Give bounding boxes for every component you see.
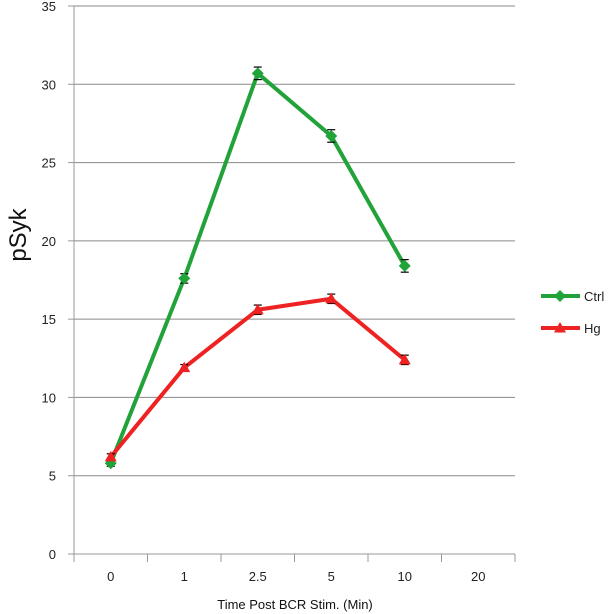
series-hg	[104, 292, 411, 462]
y-tick-label: 0	[49, 547, 56, 562]
x-tick-label: 20	[471, 569, 485, 584]
y-tick-label: 10	[42, 390, 56, 405]
legend-marker	[554, 290, 566, 302]
legend-label: Hg	[584, 321, 601, 336]
y-tick-label: 20	[42, 234, 56, 249]
data-point	[325, 292, 338, 304]
legend: Ctrl Hg	[541, 289, 604, 336]
y-axis-title: pSyk	[5, 207, 32, 261]
series-line	[109, 296, 407, 459]
y-tick-labels: 0 5 10 15 20 25 30 35	[42, 0, 56, 562]
x-axis-title: Time Post BCR Stim. (Min)	[217, 597, 373, 612]
y-tick-label: 30	[42, 77, 56, 92]
y-tick-label: 35	[42, 0, 56, 14]
data-point	[178, 272, 191, 285]
data-point	[251, 303, 264, 315]
legend-item-ctrl: Ctrl	[541, 289, 604, 304]
data-point	[104, 450, 117, 462]
data-point	[325, 129, 338, 142]
x-tick-label: 5	[328, 569, 335, 584]
y-tick-label: 5	[49, 469, 56, 484]
x-tick-label: 2.5	[249, 569, 267, 584]
data-point	[398, 353, 411, 365]
x-tick-label: 10	[398, 569, 412, 584]
y-tick-label: 25	[42, 156, 56, 171]
x-tick-label: 1	[181, 569, 188, 584]
legend-marker	[554, 322, 566, 333]
legend-item-hg: Hg	[541, 321, 601, 336]
series-group	[104, 66, 411, 470]
data-point	[178, 361, 191, 373]
grid-lines	[68, 5, 515, 555]
data-point	[398, 259, 411, 272]
data-point	[251, 67, 264, 80]
y-tick-label: 15	[42, 312, 56, 327]
axes	[68, 6, 515, 555]
x-tick-label: 0	[107, 569, 114, 584]
x-tick-labels: 0 1 2.5 5 10 20	[73, 554, 516, 584]
legend-label: Ctrl	[584, 289, 604, 304]
